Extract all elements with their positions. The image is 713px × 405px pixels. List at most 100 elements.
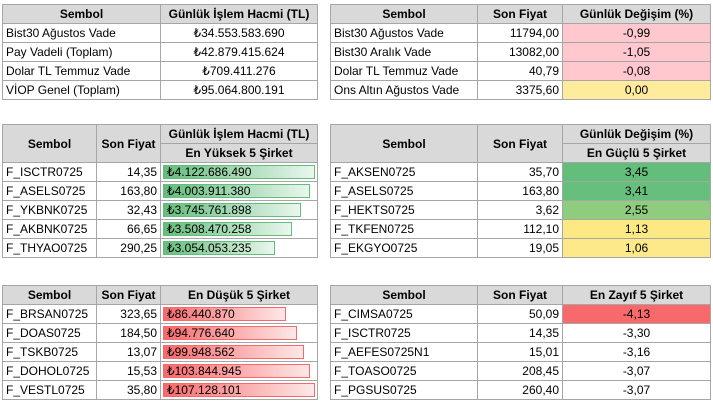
symbol-cell: F_DOHOL0725 — [2, 361, 97, 381]
volume-value: ₺3.745.761.898 — [167, 203, 252, 217]
last-price-cell: 13,07 — [96, 342, 161, 362]
volume-cell: ₺709.411.276 — [160, 61, 318, 81]
last-price-cell: 15,53 — [96, 361, 161, 381]
change-cell: -3,16 — [562, 342, 711, 362]
volume-cell: ₺42.879.415.624 — [160, 42, 318, 62]
header-sembol: Sembol — [330, 124, 478, 163]
last-price-cell: 14,35 — [96, 162, 161, 182]
last-price-cell: 290,25 — [96, 238, 161, 258]
table-row: Dolar TL Temmuz Vade ₺709.411.276 — [2, 61, 318, 81]
symbol-cell: F_ASELS0725 — [2, 181, 97, 201]
change-cell: 1,06 — [562, 238, 711, 258]
volume-bar-cell: ₺94.776.640 — [160, 323, 318, 343]
last-price-cell: 323,65 — [96, 304, 161, 324]
table-row: F_THYAO0725 290,25 ₺3.054.053.235 — [2, 238, 318, 258]
symbol-cell: F_HEKTS0725 — [330, 200, 478, 220]
symbol-cell: F_AKBNK0725 — [2, 219, 97, 239]
volume-value: ₺4.122.686.490 — [167, 165, 252, 179]
table-row: F_EKGYO0725 19,05 1,06 — [330, 238, 711, 258]
top5-gain-table: Sembol Son Fiyat Günlük Değişim (%) En G… — [330, 124, 711, 258]
volume-data-bar — [163, 203, 302, 217]
top5-volume-table: Sembol Son Fiyat Günlük İşlem Hacmi (TL)… — [2, 124, 318, 258]
table-row: VİOP Genel (Toplam) ₺95.064.800.191 — [2, 80, 318, 100]
symbol-cell: F_EKGYO0725 — [330, 238, 478, 258]
change-cell: -3,30 — [562, 323, 711, 343]
table-row: F_ASELS0725 163,80 3,41 — [330, 181, 711, 201]
header-last-price: Son Fiyat — [96, 285, 161, 305]
header-sembol: Sembol — [2, 285, 97, 305]
volume-cell: ₺34.553.583.690 — [160, 23, 318, 43]
volume-bar-cell: ₺3.508.470.258 — [160, 219, 318, 239]
volume-data-bar — [163, 165, 315, 179]
subheader-strongest5: En Güçlü 5 Şirket — [562, 143, 711, 163]
change-cell: -0,08 — [562, 61, 711, 81]
change-cell: 3,41 — [562, 181, 711, 201]
last-price-cell: 163,80 — [96, 181, 161, 201]
volume-bar-cell: ₺4.003.911.380 — [160, 181, 318, 201]
table-row: F_CIMSA0725 50,09 -4,13 — [330, 304, 711, 324]
header-daily-change: Günlük Değişim (%) — [562, 124, 711, 144]
symbol-cell: F_DOAS0725 — [2, 323, 97, 343]
symbol-cell: Dolar TL Temmuz Vade — [330, 61, 478, 81]
bottom5-loss-table: Sembol Son Fiyat En Zayıf 5 Şirket F_CIM… — [330, 285, 711, 400]
last-price-cell: 50,09 — [477, 304, 563, 324]
table-row: F_AEFES0725N1 15,01 -3,16 — [330, 342, 711, 362]
symbol-cell: F_ISCTR0725 — [2, 162, 97, 182]
symbol-cell: F_BRSAN0725 — [2, 304, 97, 324]
symbol-cell: F_PGSUS0725 — [330, 380, 478, 400]
volume-data-bar — [163, 345, 305, 359]
table-row: Bist30 Ağustos Vade ₺34.553.583.690 — [2, 23, 318, 43]
last-price-cell: 40,79 — [477, 61, 563, 81]
symbol-cell: F_AEFES0725N1 — [330, 342, 478, 362]
header-lowest5: En Düşük 5 Şirket — [160, 285, 318, 305]
symbol-cell: F_YKBNK0725 — [2, 200, 97, 220]
last-price-cell: 35,70 — [477, 162, 563, 182]
volume-bar-cell: ₺3.745.761.898 — [160, 200, 318, 220]
last-price-cell: 19,05 — [477, 238, 563, 258]
last-price-cell: 208,45 — [477, 361, 563, 381]
volume-value: ₺107.128.101 — [167, 383, 242, 397]
symbol-cell: F_TOASO0725 — [330, 361, 478, 381]
header-volume: Günlük İşlem Hacmi (TL) — [160, 124, 318, 144]
change-cell: 3,45 — [562, 162, 711, 182]
change-cell: 2,55 — [562, 200, 711, 220]
symbol-cell: Dolar TL Temmuz Vade — [2, 61, 161, 81]
table-row: F_HEKTS0725 3,62 2,55 — [330, 200, 711, 220]
table-row: F_PGSUS0725 260,40 -3,07 — [330, 380, 711, 400]
table-row: Ons Altın Ağustos Vade 3375,60 0,00 — [330, 80, 711, 100]
volume-value: ₺4.003.911.380 — [167, 184, 251, 198]
volume-data-bar — [163, 241, 276, 255]
table-row: F_ASELS0725 163,80 ₺4.003.911.380 — [2, 181, 318, 201]
last-price-cell: 11794,00 — [477, 23, 563, 43]
last-price-cell: 66,65 — [96, 219, 161, 239]
last-price-cell: 3375,60 — [477, 80, 563, 100]
volume-data-bar — [163, 326, 297, 340]
volume-data-bar — [163, 222, 293, 236]
viop-price-table: Sembol Son Fiyat Günlük Değişim (%) Bist… — [330, 4, 711, 100]
change-cell: 0,00 — [562, 80, 711, 100]
change-cell: -4,13 — [562, 304, 711, 324]
change-cell: -3,07 — [562, 361, 711, 381]
viop-volume-table: Sembol Günlük İşlem Hacmi (TL) Bist30 Ağ… — [2, 4, 318, 100]
volume-value: ₺94.776.640 — [167, 326, 235, 340]
last-price-cell: 3,62 — [477, 200, 563, 220]
symbol-cell: Ons Altın Ağustos Vade — [330, 80, 478, 100]
symbol-cell: F_AKSEN0725 — [330, 162, 478, 182]
header-weakest5: En Zayıf 5 Şirket — [562, 285, 711, 305]
symbol-cell: F_VESTL0725 — [2, 380, 97, 400]
header-last-price: Son Fiyat — [477, 124, 563, 163]
table-row: F_DOHOL0725 15,53 ₺103.844.945 — [2, 361, 318, 381]
change-cell: 1,13 — [562, 219, 711, 239]
volume-data-bar — [163, 383, 315, 397]
bottom5-volume-table: Sembol Son Fiyat En Düşük 5 Şirket F_BRS… — [2, 285, 318, 400]
table-row: F_VESTL0725 35,80 ₺107.128.101 — [2, 380, 318, 400]
table-row: F_AKBNK0725 66,65 ₺3.508.470.258 — [2, 219, 318, 239]
volume-cell: ₺95.064.800.191 — [160, 80, 318, 100]
volume-value: ₺3.054.053.235 — [167, 241, 252, 255]
header-sembol: Sembol — [2, 124, 97, 163]
symbol-cell: F_ISCTR0725 — [330, 323, 478, 343]
table-row: F_YKBNK0725 32,43 ₺3.745.761.898 — [2, 200, 318, 220]
change-cell: -1,05 — [562, 42, 711, 62]
symbol-cell: VİOP Genel (Toplam) — [2, 80, 161, 100]
last-price-cell: 184,50 — [96, 323, 161, 343]
